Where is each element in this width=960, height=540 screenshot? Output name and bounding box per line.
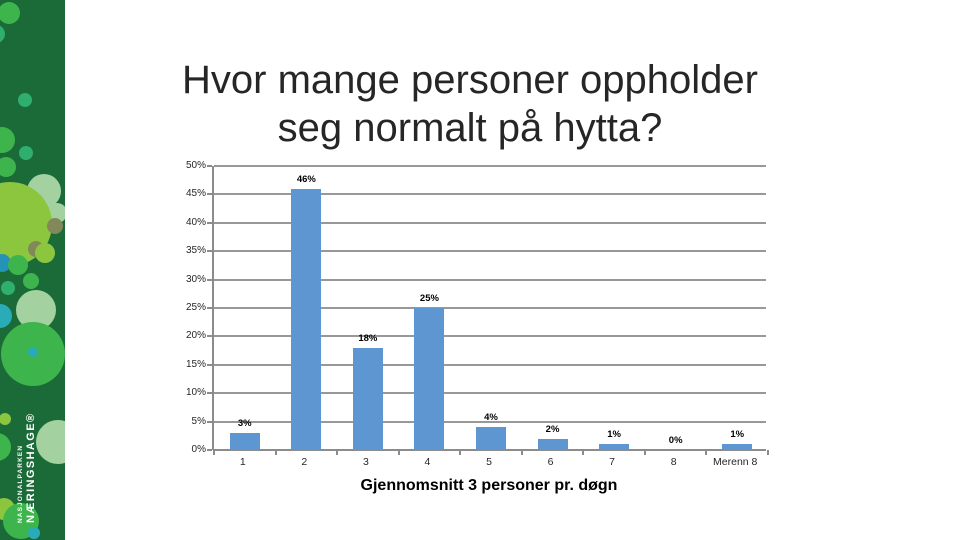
bubble-circle (8, 255, 28, 275)
y-axis-tick (207, 278, 212, 281)
y-axis-tick (207, 335, 212, 338)
y-axis-tick (207, 221, 212, 224)
x-axis-tick (705, 450, 708, 455)
data-label: 4% (484, 412, 498, 424)
bubble-circle (1, 281, 15, 295)
bubble-circle (47, 218, 63, 234)
plot-area: 3% 46% 18% 25% 4% 2% 1% 0% 1% (207, 165, 769, 455)
y-axis-tick (207, 250, 212, 253)
x-axis-tick-label: 7 (609, 456, 616, 468)
bubble-circle (18, 93, 32, 107)
x-axis-tick-label: 4 (424, 456, 431, 468)
x-axis-tick (582, 450, 585, 455)
bar-4 (414, 308, 445, 450)
y-axis-tick-label: 15% (185, 358, 206, 370)
y-axis-tick-label: 35% (185, 245, 206, 257)
data-label: 2% (545, 423, 560, 435)
sidebar-brand-panel: NASJONALPARKEN NÆRINGSHAGE® (0, 0, 65, 540)
y-axis-tick-label: 25% (185, 302, 206, 313)
bubble-circle (0, 127, 15, 153)
bubble-circle (0, 25, 5, 43)
y-axis-tick-label: 5% (191, 415, 206, 427)
slide-title-line-2: seg normalt på hytta? (277, 106, 663, 150)
y-axis-tick-label: 0% (191, 444, 206, 455)
slide-title: Hvor mange personer oppholder seg normal… (95, 56, 845, 152)
y-axis-tick (207, 392, 212, 395)
gridline (214, 278, 766, 281)
chart-caption: Gjennomsnitt 3 personer pr. døgn (360, 477, 618, 494)
y-axis-tick (207, 193, 212, 196)
gridline (214, 165, 766, 167)
data-label: 1% (730, 429, 745, 441)
data-label: 25% (419, 293, 439, 304)
bar-2 (291, 188, 322, 450)
y-axis-tick-label: 20% (185, 330, 206, 342)
x-axis-tick-label: 6 (547, 456, 554, 468)
data-label: 18% (358, 332, 378, 344)
y-axis-tick (207, 307, 212, 309)
bubble-circle (28, 347, 38, 357)
y-axis-tick (207, 449, 212, 451)
bubble-circle (28, 527, 40, 539)
x-axis-tick-label: 2 (301, 456, 308, 468)
x-axis-tick (767, 450, 769, 455)
x-axis-tick (213, 450, 215, 455)
y-axis-tick-label: 30% (185, 273, 206, 285)
bar-5 (476, 427, 506, 450)
x-axis-tick-label: 3 (362, 456, 369, 468)
y-axis-tick-label: 10% (185, 387, 206, 399)
y-axis-tick-label: 40% (185, 216, 206, 228)
bar-6 (537, 438, 568, 450)
gridline (214, 307, 766, 309)
x-axis-tick (274, 450, 277, 455)
bubble-circle (0, 413, 11, 425)
bar-Merenn 8 (722, 444, 753, 450)
bubble-circle (0, 254, 11, 272)
x-axis-tick (459, 450, 462, 455)
x-axis-tick (520, 450, 523, 455)
data-label: 1% (607, 429, 621, 441)
gridline (214, 221, 766, 224)
bar-3 (352, 347, 383, 450)
y-axis-tick (207, 363, 212, 366)
bubble-circle (19, 146, 33, 160)
x-axis-tick-label: 8 (670, 456, 677, 468)
y-axis-tick (207, 420, 212, 423)
bubble-circle (36, 420, 65, 464)
bubble-circle (0, 304, 12, 328)
y-axis-tick-label: 45% (185, 188, 206, 200)
bubble-circle (35, 243, 55, 263)
bar-7 (599, 444, 630, 450)
y-axis-tick (207, 165, 212, 167)
bubble-circle (0, 2, 20, 24)
gridline (214, 363, 766, 366)
x-axis-line (214, 449, 766, 451)
x-axis-tick-label: 5 (486, 456, 492, 468)
bubble-circle (23, 273, 39, 289)
data-label: 0% (668, 435, 683, 446)
slide-title-line-1: Hvor mange personer oppholder (182, 58, 758, 102)
x-axis-tick (336, 450, 339, 455)
data-label: 3% (237, 417, 252, 429)
bubble-circle (0, 433, 11, 461)
gridline (214, 250, 766, 253)
gridline (214, 335, 766, 338)
x-axis-tick (397, 450, 400, 455)
gridline (214, 420, 766, 423)
x-axis-tick-label: 1 (239, 456, 246, 468)
gridline (214, 392, 766, 395)
gridline (214, 193, 766, 196)
data-label: 46% (296, 173, 316, 185)
y-axis-tick-label: 50% (185, 160, 206, 171)
x-axis-tick-label: Merenn 8 (713, 456, 758, 468)
bar-1 (229, 432, 260, 450)
bubble-circle (0, 157, 16, 177)
x-axis-tick (643, 450, 646, 455)
